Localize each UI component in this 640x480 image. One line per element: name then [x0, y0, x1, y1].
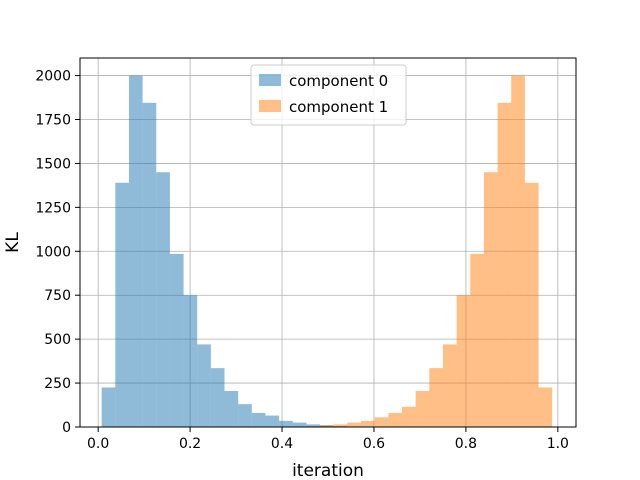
y-tick-label-6: 1500: [35, 156, 71, 172]
bar-component-1-bin-29: [497, 102, 512, 428]
bar-component-1-bin-23: [415, 390, 430, 427]
y-tick-label-7: 1750: [35, 113, 71, 129]
x-tick-label-5: 1.0: [547, 436, 569, 452]
y-tick-label-5: 1250: [35, 200, 71, 216]
bar-component-1-bin-27: [470, 253, 484, 427]
legend-swatch-component-1: [259, 100, 281, 112]
legend-label-component-1: component 1: [289, 98, 388, 116]
y-tick-label-4: 1000: [35, 244, 71, 260]
bar-component-1-bin-22: [402, 406, 416, 427]
axis-ticks: 0.0 0.2 0.4 0.6 0.8 1.0 0 250 500 750 1000 1250 1500…: [35, 69, 569, 452]
bar-component-0-bin-13: [279, 420, 293, 427]
bar-component-0-bin-10: [238, 404, 252, 427]
x-tick-label-4: 0.8: [455, 436, 477, 452]
y-axis-label: KL: [3, 232, 23, 253]
bar-component-0-bin-8: [210, 368, 225, 427]
bar-component-0-bin-9: [224, 390, 239, 427]
y-tick-label-8: 2000: [35, 69, 71, 85]
bar-component-0-bin-6: [183, 295, 198, 427]
y-tick-label-1: 250: [44, 376, 71, 392]
bar-component-0-bin-4: [156, 172, 170, 427]
bar-component-1-bin-20: [374, 417, 389, 427]
legend-label-component-0: component 0: [289, 72, 388, 90]
bar-component-0-bin-1: [115, 182, 129, 427]
legend: component 0 component 1: [250, 64, 407, 126]
x-axis-label: iteration: [292, 461, 364, 480]
bar-component-0-bin-7: [197, 344, 211, 427]
bar-component-1-bin-30: [511, 75, 525, 428]
bar-component-1-bin-26: [456, 295, 471, 427]
x-tick-label-1: 0.2: [179, 436, 201, 452]
axes-frame: [79, 57, 577, 428]
y-tick-label-3: 750: [44, 288, 71, 304]
x-tick-label-2: 0.4: [271, 436, 293, 452]
bar-component-1-bin-21: [388, 412, 403, 427]
bar-component-0-bin-5: [169, 253, 184, 427]
bar-component-0-bin-12: [265, 415, 280, 427]
legend-box: [250, 64, 407, 126]
bar-component-0-bin-15: [306, 424, 321, 427]
bar-component-1-bin-19: [361, 420, 375, 427]
bar-component-0-bin-11: [251, 412, 266, 427]
bar-component-0-bin-0: [101, 387, 116, 427]
bar-component-0-bin-14: [292, 422, 307, 427]
bar-component-0-bin-3: [142, 102, 157, 428]
bar-component-1-bin-25: [442, 344, 457, 427]
bar-component-1-bin-18: [347, 422, 362, 427]
bar-component-1-bin-32: [538, 387, 553, 427]
bar-component-1-bin-17: [333, 424, 348, 427]
histogram-bars: [101, 75, 553, 428]
legend-swatch-component-0: [259, 74, 281, 86]
bar-component-1-bin-24: [429, 368, 443, 427]
x-tick-label-3: 0.6: [363, 436, 385, 452]
y-tick-label-2: 500: [44, 332, 71, 348]
bar-component-1-bin-28: [483, 172, 498, 427]
x-tick-label-0: 0.0: [87, 436, 109, 452]
bar-component-1-bin-31: [524, 182, 539, 427]
bar-component-1-bin-16: [320, 425, 334, 427]
y-tick-label-0: 0: [62, 420, 71, 436]
bar-component-0-bin-2: [128, 75, 143, 428]
